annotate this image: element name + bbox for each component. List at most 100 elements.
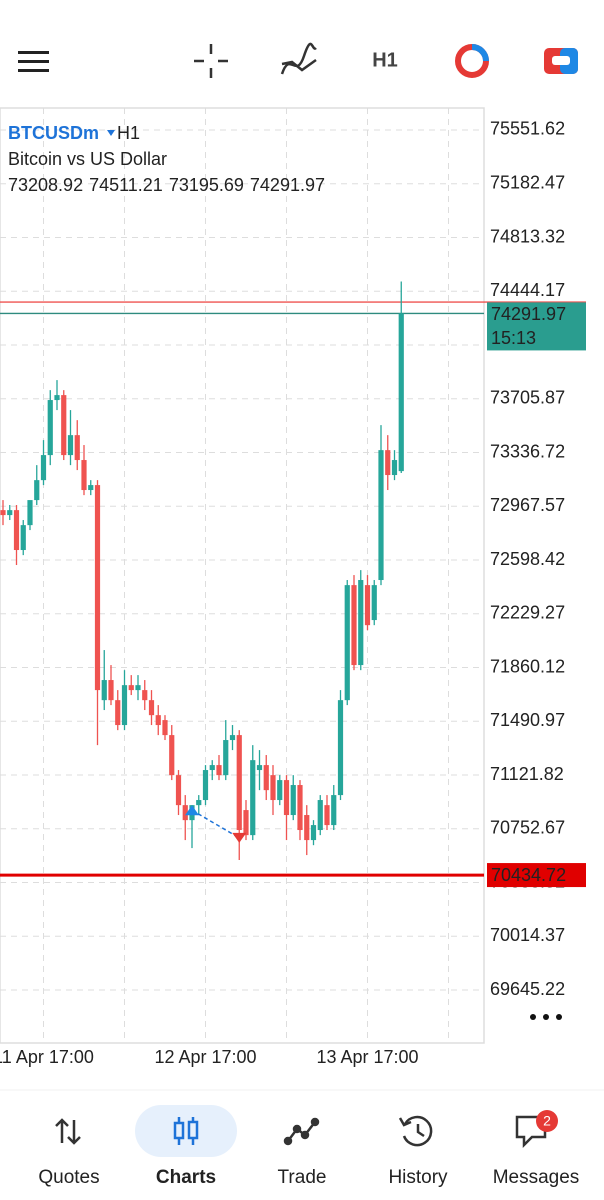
candle-body [108, 680, 114, 701]
candle-body [297, 785, 303, 831]
y-tick-label: 75551.62 [490, 119, 565, 139]
sell-marker [232, 832, 247, 843]
candle-body [128, 685, 134, 691]
nav-tab[interactable]: Quotes [38, 1167, 99, 1188]
x-tick-label: 12 Apr 17:00 [154, 1047, 256, 1067]
candle-body [155, 715, 161, 726]
trade-button[interactable] [455, 44, 489, 78]
current-price-label: 74291.97 [491, 304, 566, 324]
candle-body [324, 805, 330, 826]
timeframe-button[interactable]: H1 [372, 49, 398, 71]
x-tick-label: 13 Apr 17:00 [316, 1047, 418, 1067]
candle-body [209, 765, 215, 771]
y-tick-label: 74444.17 [490, 280, 565, 300]
candle-body [81, 460, 87, 491]
candle-body [202, 770, 209, 801]
ohlc-values: 73208.92 74511.21 73195.69 74291.97 [8, 175, 325, 195]
candle-body [121, 685, 128, 726]
candle-body [162, 720, 168, 736]
candle-body [182, 805, 188, 821]
candle-body [243, 810, 249, 836]
trade-icon [283, 1117, 320, 1146]
candle-body [196, 800, 202, 806]
y-tick-label: 70752.67 [490, 818, 565, 838]
y-tick-label: 75182.47 [490, 173, 565, 193]
nav-tab[interactable]: Messages [493, 1167, 580, 1188]
symbol-dropdown[interactable] [107, 130, 115, 136]
candle-body [358, 580, 364, 666]
charts-icon [173, 1117, 199, 1145]
buy-marker [185, 805, 199, 816]
level-price-label: 70434.72 [491, 865, 566, 885]
candle-body [169, 735, 175, 776]
candle-body [229, 735, 236, 741]
more-button[interactable] [530, 1014, 562, 1020]
y-tick-label: 73705.87 [490, 388, 565, 408]
candle-body [54, 395, 60, 401]
level-price-box [487, 863, 586, 888]
candle-body [223, 740, 229, 776]
candle-body [27, 500, 33, 526]
y-tick-label: 72967.57 [490, 495, 565, 515]
close-value: 74291.97 [250, 175, 325, 195]
open-value: 73208.92 [8, 175, 83, 195]
candle-body [34, 480, 40, 501]
candle-body [250, 760, 256, 836]
nav-tab[interactable]: History [388, 1167, 448, 1188]
indicators-button[interactable] [280, 42, 317, 75]
candle-body [391, 460, 398, 476]
candle-body [88, 485, 94, 491]
y-tick-label: 71121.82 [490, 764, 564, 784]
y-tick-label: 71490.97 [490, 710, 565, 730]
nav-tab[interactable]: Charts [156, 1167, 216, 1188]
y-tick-label: 72229.27 [490, 603, 565, 623]
candle-body [331, 795, 337, 826]
menu-button[interactable] [18, 51, 49, 72]
candle-body [344, 585, 350, 701]
trade-path [191, 809, 240, 839]
candle-body [7, 510, 13, 516]
candle-body [364, 585, 371, 626]
plot-frame [0, 107, 485, 1044]
candle-body [317, 800, 323, 831]
low-value: 73195.69 [169, 175, 244, 195]
candle-body [175, 775, 182, 806]
objects-button[interactable] [544, 48, 578, 74]
high-value: 74511.21 [89, 175, 163, 195]
candle-body [74, 435, 80, 461]
candle-body [385, 450, 391, 476]
candle-body [277, 780, 283, 801]
candle-body [142, 690, 148, 701]
candle-body [0, 510, 6, 516]
x-tick-label: 11 Apr 17:00 [0, 1047, 94, 1067]
candle-body [47, 400, 53, 456]
candle-body [337, 700, 344, 796]
y-tick-label: 72598.42 [490, 549, 565, 569]
candle-body [351, 585, 357, 666]
candle-body [270, 775, 276, 801]
quotes-icon [55, 1118, 81, 1145]
candle-body [115, 700, 121, 726]
candle-body [236, 735, 242, 831]
badge-count: 2 [543, 1113, 551, 1129]
candle-body [20, 525, 26, 551]
history-icon [398, 1115, 433, 1147]
candle-body [216, 765, 222, 776]
candle-body [101, 680, 107, 701]
candle-body [378, 450, 384, 581]
candle-body [135, 685, 141, 691]
candle-body [304, 815, 310, 841]
candle-body [398, 313, 404, 472]
candle-body [61, 395, 67, 456]
symbol: BTCUSDm [8, 123, 99, 143]
y-tick-label: 69645.22 [490, 979, 565, 999]
nav-tab[interactable]: Trade [278, 1167, 327, 1188]
candle-body [263, 765, 269, 791]
candle-body [67, 435, 74, 456]
candle-body [283, 780, 290, 816]
current-price-box [487, 302, 586, 351]
bar-countdown: 15:13 [491, 328, 536, 348]
crosshair-button[interactable] [194, 44, 228, 78]
